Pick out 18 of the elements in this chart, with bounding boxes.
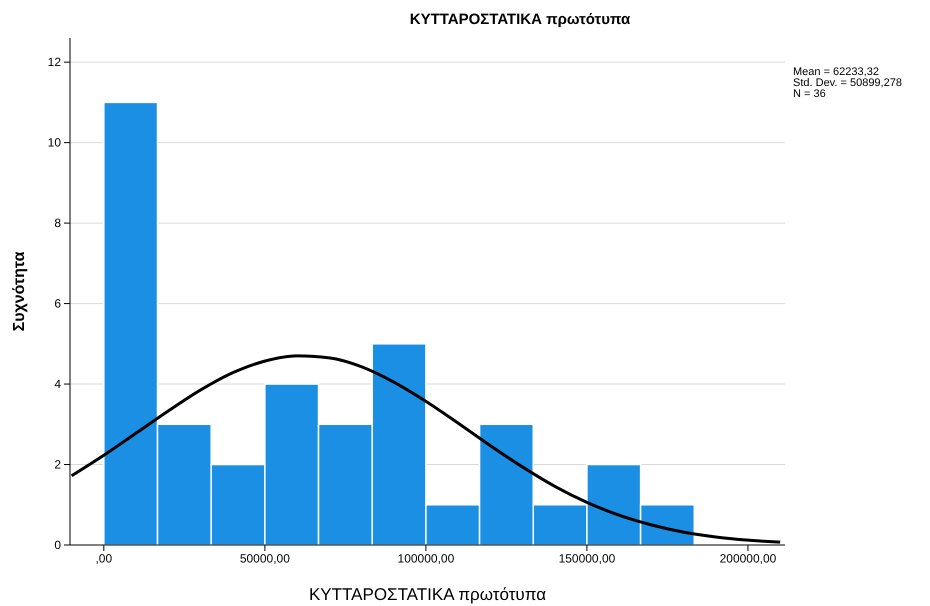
x-axis-title: ΚΥΤΤΑΡΟΣΤΑΤΙΚΑ πρωτότυπα <box>308 585 546 604</box>
chart-title: ΚΥΤΤΑΡΟΣΤΑΤΙΚΑ πρωτότυπα <box>410 11 632 28</box>
y-tick-label: 10 <box>48 135 62 150</box>
y-tick-label: 12 <box>48 54 62 69</box>
x-tick-label: 100000,00 <box>398 552 455 566</box>
y-tick-label: 0 <box>54 538 62 552</box>
x-tick-label: 200000,00 <box>720 552 777 566</box>
text: N = 36 <box>793 88 826 100</box>
y-tick-label: 6 <box>54 296 62 310</box>
x-tick-label: 150000,00 <box>558 552 616 566</box>
text: Std. Dev. = 50899,278 <box>793 77 902 89</box>
y-tick-label: 2 <box>54 457 62 472</box>
x-tick-label: 50000,00 <box>240 552 290 566</box>
y-tick-label: 4 <box>54 376 62 391</box>
text: Mean = 62233,32 <box>793 66 879 78</box>
y-axis-title: Συχνότητα <box>11 251 28 332</box>
y-tick-label: 8 <box>54 216 62 230</box>
x-tick-label: ,00 <box>95 552 112 566</box>
